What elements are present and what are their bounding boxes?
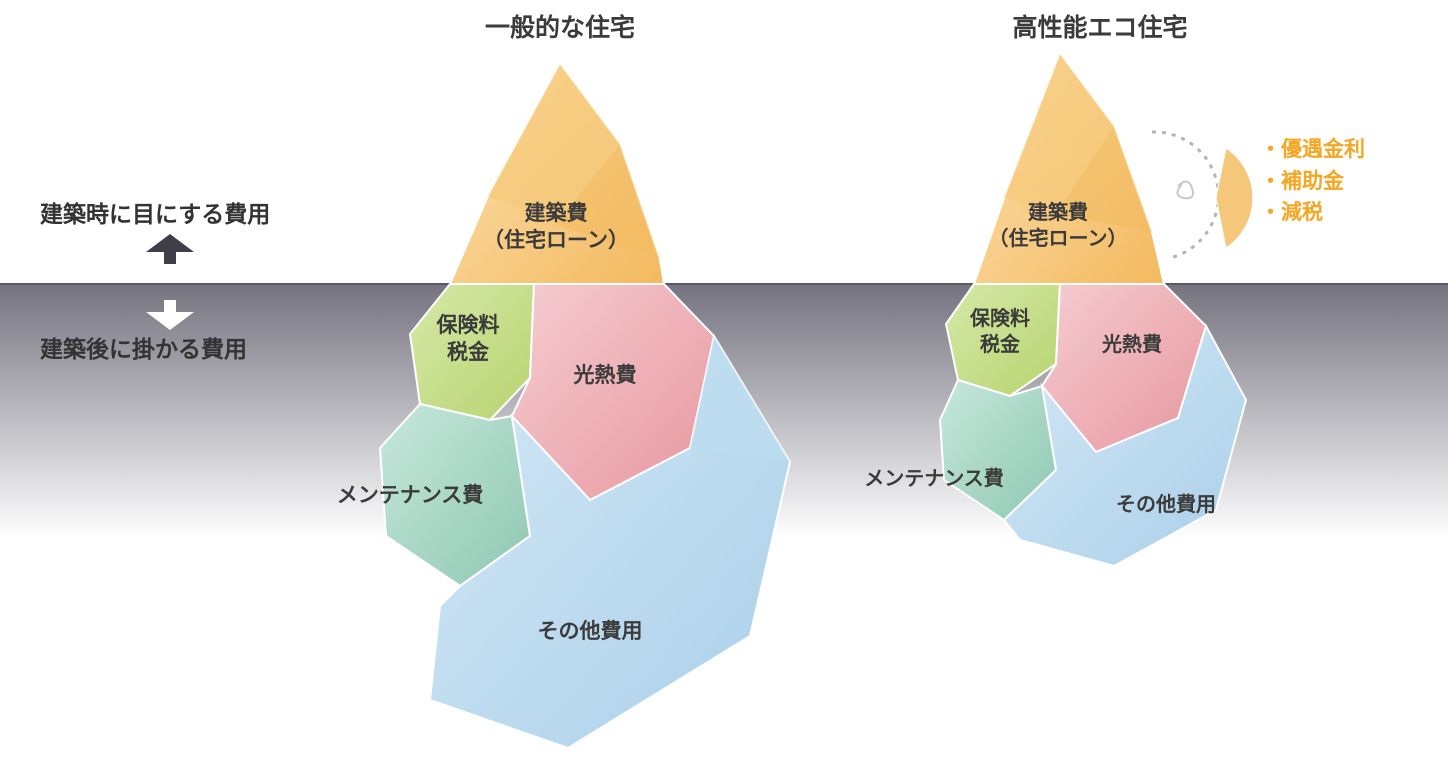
dotted-arc (1152, 132, 1218, 258)
label-utility: 光熱費 (1102, 332, 1162, 358)
benefit-item: ・減税 (1260, 197, 1365, 229)
label-line: 税金 (980, 334, 1020, 356)
label-insurance-tax: 保険料 税金 (970, 306, 1030, 358)
label-line: （住宅ローン） (483, 229, 629, 252)
label-insurance-tax: 保険料 税金 (437, 312, 500, 367)
benefits-list: ・優遇金利 ・補助金 ・減税 (1260, 134, 1365, 229)
sidebar-label-hidden-cost: 建築後に掛かる費用 (40, 335, 247, 365)
squiggle-connector (1177, 181, 1193, 198)
label-line: 保険料 (970, 308, 1030, 330)
column-title-standard: 一般的な住宅 (485, 12, 635, 45)
label-construction: 建築費 （住宅ローン） (989, 200, 1128, 252)
label-construction: 建築費 （住宅ローン） (483, 200, 629, 255)
iceberg-standard-house (380, 64, 790, 748)
column-title-eco: 高性能エコ住宅 (1012, 12, 1187, 45)
label-line: 建築費 (524, 202, 587, 225)
label-line: 建築費 (1028, 202, 1088, 224)
label-maintenance: メンテナンス費 (864, 466, 1004, 492)
benefit-item: ・補助金 (1260, 166, 1365, 198)
label-other: その他費用 (538, 618, 643, 645)
label-other: その他費用 (1116, 492, 1216, 518)
label-line: （住宅ローン） (989, 228, 1128, 250)
label-line: 税金 (447, 341, 489, 364)
label-maintenance: メンテナンス費 (337, 482, 484, 509)
arrow-up-icon (146, 234, 194, 264)
label-utility: 光熱費 (574, 362, 637, 389)
savings-chip (1216, 148, 1253, 248)
diagram-canvas (0, 0, 1448, 766)
benefit-item: ・優遇金利 (1260, 134, 1365, 166)
sidebar-label-visible-cost: 建築時に目にする費用 (40, 200, 270, 230)
label-line: 保険料 (437, 314, 500, 337)
